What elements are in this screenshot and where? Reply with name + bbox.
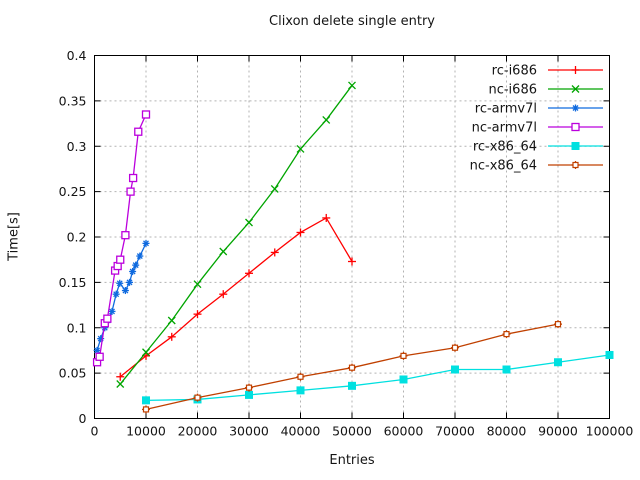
series-rc-x86_64 bbox=[142, 350, 614, 405]
marker-filled-square bbox=[605, 350, 614, 359]
marker-boxed-plus bbox=[572, 161, 579, 169]
y-tick-label: 0.35 bbox=[59, 93, 87, 108]
x-tick-label: 60000 bbox=[384, 424, 424, 439]
legend-item-nc-i686: nc-i686 bbox=[488, 83, 603, 98]
marker-open-square bbox=[134, 127, 143, 136]
marker-cross bbox=[348, 81, 356, 90]
series-nc-i686 bbox=[116, 81, 356, 388]
legend-item-nc-armv7l: nc-armv7l bbox=[472, 121, 603, 136]
legend-label-rc-armv7l: rc-armv7l bbox=[475, 102, 537, 117]
marker-boxed-plus bbox=[194, 394, 201, 401]
legend-item-rc-armv7l: rc-armv7l bbox=[475, 102, 603, 117]
axis-ticks bbox=[94, 55, 610, 419]
x-tick-label: 90000 bbox=[538, 424, 578, 439]
marker-asterisk bbox=[129, 268, 136, 275]
marker-open-square bbox=[95, 352, 104, 361]
legend-label-nc-x86_64: nc-x86_64 bbox=[470, 159, 537, 174]
series-nc-armv7l bbox=[92, 110, 151, 367]
x-tick-label: 20000 bbox=[178, 424, 218, 439]
marker-boxed-plus bbox=[400, 352, 407, 359]
marker-asterisk bbox=[126, 279, 133, 286]
legend-label-nc-armv7l: nc-armv7l bbox=[472, 121, 537, 136]
marker-open-square bbox=[126, 187, 135, 196]
legend: rc-i686 nc-i686 rc-armv7l nc-armv7l rc-x86_6… bbox=[470, 64, 603, 174]
marker-asterisk bbox=[132, 262, 139, 269]
marker-filled-square bbox=[348, 381, 356, 390]
x-tick-label: 80000 bbox=[487, 424, 527, 439]
marker-boxed-plus bbox=[245, 384, 253, 391]
marker-filled-square bbox=[399, 375, 408, 384]
marker-open-square bbox=[103, 314, 112, 323]
y-tick-label: 0.4 bbox=[67, 48, 87, 63]
x-tick-label: 0 bbox=[91, 424, 99, 439]
x-tick-label: 50000 bbox=[332, 424, 372, 439]
marker-filled-square bbox=[502, 365, 511, 374]
marker-boxed-plus bbox=[554, 321, 562, 328]
y-tick-label: 0.3 bbox=[67, 139, 87, 154]
legend-item-rc-i686: rc-i686 bbox=[492, 64, 603, 79]
marker-open-square bbox=[571, 122, 580, 132]
marker-open-square bbox=[128, 173, 138, 183]
y-tick-label: 0.15 bbox=[59, 275, 87, 290]
y-tick-label: 0.05 bbox=[59, 366, 87, 381]
marker-filled-square bbox=[554, 358, 562, 367]
series-line-rc-x86_64 bbox=[145, 354, 610, 401]
series-line-nc-i686 bbox=[119, 85, 353, 385]
marker-filled-square bbox=[245, 390, 253, 399]
series-line-rc-i686 bbox=[119, 217, 353, 378]
series-rc-i686 bbox=[116, 213, 356, 381]
x-axis-label: Entries bbox=[329, 453, 375, 468]
marker-cross bbox=[322, 115, 331, 124]
marker-asterisk bbox=[143, 240, 149, 247]
marker-cross bbox=[270, 184, 279, 193]
marker-filled-square bbox=[296, 386, 305, 395]
marker-open-square bbox=[141, 110, 151, 119]
y-tick-label: 0.2 bbox=[67, 230, 87, 245]
marker-filled-square bbox=[142, 396, 150, 405]
marker-asterisk bbox=[116, 280, 123, 287]
marker-boxed-plus bbox=[503, 331, 510, 338]
chart-title: Clixon delete single entry bbox=[269, 14, 435, 29]
marker-boxed-plus bbox=[451, 344, 459, 351]
marker-cross bbox=[245, 218, 253, 227]
marker-asterisk bbox=[122, 287, 129, 294]
y-tick-label: 0.1 bbox=[67, 320, 87, 335]
marker-asterisk bbox=[94, 347, 101, 354]
y-tick-label: 0 bbox=[79, 411, 87, 426]
marker-boxed-plus bbox=[297, 373, 304, 380]
legend-label-rc-x86_64: rc-x86_64 bbox=[473, 140, 537, 155]
legend-label-nc-i686: nc-i686 bbox=[488, 83, 537, 98]
legend-item-nc-x86_64: nc-x86_64 bbox=[470, 159, 603, 174]
marker-boxed-plus bbox=[348, 364, 356, 371]
y-tick-label: 0.25 bbox=[59, 184, 87, 199]
marker-cross bbox=[296, 145, 305, 153]
grid bbox=[94, 55, 610, 419]
marker-boxed-plus bbox=[142, 406, 150, 413]
tick-labels: 0 10000 20000 30000 40000 50000 60000 70000 8000… bbox=[59, 48, 634, 439]
legend-item-rc-x86_64: rc-x86_64 bbox=[473, 140, 603, 155]
marker-filled-square bbox=[451, 365, 459, 374]
x-tick-label: 70000 bbox=[435, 424, 475, 439]
marker-cross bbox=[219, 247, 228, 256]
x-tick-label: 100000 bbox=[586, 424, 634, 439]
marker-asterisk bbox=[109, 308, 115, 315]
marker-cross bbox=[116, 380, 125, 388]
marker-cross bbox=[167, 316, 176, 325]
marker-open-square bbox=[121, 231, 130, 240]
x-tick-label: 40000 bbox=[281, 424, 321, 439]
marker-asterisk bbox=[572, 105, 579, 111]
legend-label-rc-i686: rc-i686 bbox=[492, 64, 537, 79]
marker-filled-square bbox=[571, 142, 580, 150]
x-tick-label: 10000 bbox=[126, 424, 166, 439]
marker-cross bbox=[193, 280, 202, 289]
marker-cross bbox=[142, 348, 150, 357]
marker-asterisk bbox=[136, 253, 143, 260]
marker-cross bbox=[571, 85, 580, 93]
marker-open-square bbox=[116, 255, 125, 264]
marker-asterisk bbox=[113, 291, 120, 298]
x-tick-label: 30000 bbox=[229, 424, 269, 439]
series-nc-x86_64 bbox=[142, 320, 562, 414]
